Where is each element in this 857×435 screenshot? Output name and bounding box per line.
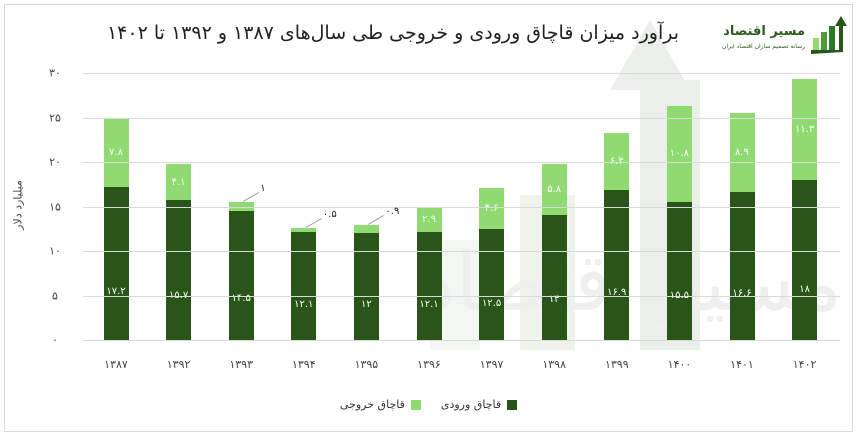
value-label-inbound: ۱۶.۶ (732, 287, 752, 299)
legend-item-outbound: قاچاق خروجی (340, 398, 421, 411)
value-label-outbound: ۱۰.۸ (669, 148, 690, 160)
bar-segment-outbound: ۴.۶ (479, 187, 505, 229)
value-label-inbound: ۱۴.۵ (231, 292, 251, 304)
gridline (83, 251, 840, 252)
y-tick-label: ۲۰ (49, 155, 61, 169)
stacked-bar: ۱۲.۱ (291, 227, 317, 340)
brand-logo: مسیر اقتصاد رسانه تصمیم سازان اقتصاد ایر… (701, 8, 851, 60)
value-label-inbound: ۱۲ (361, 299, 372, 311)
logo-tagline: رسانه تصمیم سازان اقتصاد ایران (721, 43, 805, 50)
bar-segment-inbound: ۱۲.۱ (416, 232, 442, 340)
x-tick-label: ۱۳۹۶ (417, 358, 441, 371)
value-label-outbound: ۴.۶ (484, 202, 499, 214)
x-tick-label: ۱۳۹۷ (479, 358, 504, 371)
value-label-outbound: ۱۱.۳ (794, 124, 815, 135)
x-tick-label: ۱۳۹۵ (354, 358, 379, 371)
y-tick-label: ۱۵ (49, 200, 61, 213)
x-tick-label: ۱۳۸۷ (104, 358, 128, 371)
value-label-outbound: ۲.۹ (422, 213, 436, 225)
bar-segment-inbound: ۱۴ (541, 215, 567, 340)
gridline (83, 117, 840, 119)
bar-segment-outbound: ۶.۴ (604, 132, 630, 190)
legend-label-inbound: قاچاق ورودی (440, 398, 502, 411)
stacked-bar: ۲.۹ ۱۲.۱ (416, 206, 442, 341)
legend-item-inbound: قاچاق ورودی (440, 398, 518, 411)
value-label-outbound: ۵.۸ (547, 184, 562, 196)
logo-name: مسیر اقتصاد (723, 24, 805, 39)
gridline (83, 162, 840, 163)
bar-segment-inbound: ۱۲.۱ (291, 232, 317, 340)
bar-segment-outbound: ۷.۸ (103, 117, 129, 187)
legend-swatch-inbound (507, 399, 518, 410)
bar-segment-outbound: ۸.۹ (729, 113, 755, 193)
value-label-outbound: ۷.۸ (109, 146, 123, 158)
x-tick-label: ۱۴۰۱ (730, 358, 754, 371)
value-label-outbound: ۰.۹ (385, 206, 400, 218)
stacked-bar: ۱۱.۳ ۱۸ (792, 79, 818, 340)
bar-segment-inbound: ۱۴.۵ (228, 210, 254, 340)
y-tick-label: ۲۵ (49, 111, 61, 124)
legend-label-outbound: قاچاق خروجی (339, 398, 405, 411)
y-tick-label: ۵ (52, 289, 58, 302)
bar-segment-inbound: ۱۵.۵ (666, 202, 692, 340)
stacked-bar: ۴.۶ ۱۲.۵ (479, 187, 505, 340)
stacked-bar: ۴.۱ ۱۵.۷ (166, 163, 192, 340)
gridline (83, 73, 840, 74)
value-label-outbound: ۸.۹ (735, 147, 749, 159)
bar-segment-inbound: ۱۷.۲ (103, 186, 129, 340)
bar-segment-outbound: ۴.۱ (166, 163, 192, 201)
value-label-inbound: ۱۲.۱ (419, 298, 439, 310)
stacked-bar: ۷.۸ ۱۷.۲ (103, 117, 129, 341)
y-tick-label: ۳۰ (49, 66, 61, 80)
x-tick-label: ۱۳۹۲ (166, 358, 191, 371)
gridline (83, 340, 840, 341)
x-tick-label: ۱۴۰۲ (792, 358, 817, 371)
value-label-outbound: ۴.۱ (171, 176, 186, 188)
bar-segment-outbound: ۲.۹ (416, 206, 442, 233)
y-tick-label: ۰ (52, 333, 58, 347)
bar-segment-outbound: ۵.۸ (541, 163, 567, 216)
x-tick-label: ۱۳۹۳ (229, 358, 253, 371)
bar-segment-inbound: ۱۲ (353, 233, 379, 340)
x-tick-label: ۱۳۹۸ (542, 358, 566, 371)
value-label-outbound: ۶.۴ (610, 156, 624, 167)
bar-segment-outbound (291, 227, 317, 233)
stacked-bar: ۱۲ (353, 225, 379, 340)
value-label-inbound: ۱۸ (799, 284, 810, 296)
y-tick-label: ۱۰ (49, 244, 61, 258)
x-tick-label: ۱۳۹۴ (291, 358, 316, 371)
bar-segment-outbound: ۱۱.۳ (792, 79, 818, 180)
value-label-inbound: ۱۶.۹ (607, 286, 627, 298)
bar-segment-inbound: ۱۲.۵ (479, 228, 505, 340)
value-label-inbound: ۱۷.۲ (106, 286, 126, 298)
stacked-bar: ۶.۴ ۱۶.۹ (604, 132, 630, 340)
stacked-bar: ۱۴.۵ (228, 202, 254, 340)
legend: قاچاق ورودی قاچاق خروجی (0, 398, 857, 411)
x-tick-label: ۱۴۰۰ (667, 358, 692, 371)
value-label-inbound: ۱۲.۱ (294, 298, 314, 310)
value-label-inbound: ۱۲.۵ (481, 297, 502, 309)
bar-segment-inbound: ۱۶.۶ (729, 192, 755, 340)
value-label-inbound: ۱۵.۷ (168, 289, 189, 301)
stacked-bar: ۱۰.۸ ۱۵.۵ (666, 105, 692, 340)
x-tick-label: ۱۳۹۹ (604, 358, 629, 371)
value-label-outbound: ۰.۵ (322, 208, 337, 220)
chart-title: برآورد میزان قاچاق ورودی و خروجی طی سال‌… (106, 22, 679, 44)
growth-chart-icon (811, 16, 847, 54)
bar-segment-outbound (228, 202, 254, 211)
bar-segment-inbound: ۱۵.۷ (166, 200, 192, 340)
bar-segment-outbound (353, 225, 379, 234)
bar-segment-inbound: ۱۸ (792, 179, 818, 340)
y-axis-label: میلیارد دلار (11, 180, 25, 230)
value-label-inbound: ۱۴ (548, 294, 560, 306)
gridline (83, 206, 840, 208)
legend-swatch-outbound (410, 399, 421, 410)
gridline (83, 295, 840, 297)
bar-segment-inbound: ۱۶.۹ (604, 189, 630, 340)
value-label-outbound: ۱ (260, 183, 266, 195)
stacked-bar: ۸.۹ ۱۶.۶ (729, 113, 755, 340)
bar-segment-outbound: ۱۰.۸ (666, 105, 692, 203)
